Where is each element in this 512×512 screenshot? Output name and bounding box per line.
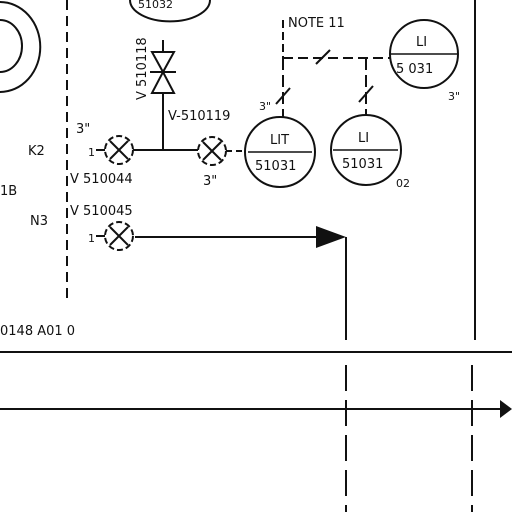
instrument-li-a-top: LI [358, 131, 369, 146]
instrument-li-b-top: LI [416, 35, 427, 50]
line-label-k2: K2 [28, 144, 45, 159]
partial-instrument-top [129, 0, 211, 23]
instrument-li-b [389, 19, 459, 89]
signal-tick-1 [275, 87, 291, 105]
valve-label-v510118: V 510118 [135, 37, 150, 100]
line-num-b: 1 [88, 232, 95, 245]
line-num-a: 1 [88, 146, 95, 159]
line-label-1b: 1B [0, 184, 17, 199]
instrument-lit [244, 116, 316, 188]
valve-v510044 [104, 135, 134, 165]
signal-tick-3 [315, 49, 331, 65]
instrument-li-a [330, 114, 402, 186]
line-label-n3: N3 [30, 214, 48, 229]
signal-tick-2 [358, 85, 374, 103]
size-label-a: 3" [76, 122, 90, 137]
arrow-right-bottom [500, 400, 512, 418]
size-label-b: 3" [203, 174, 217, 189]
valve-label-v510044: V 510044 [70, 172, 133, 187]
instrument-tag-top: 51032 [138, 0, 173, 11]
arrow-right-n3 [316, 226, 346, 248]
instrument-lit-bottom: 51031 [255, 159, 296, 174]
instrument-lit-top: LIT [270, 133, 289, 148]
valve-label-v510045: V 510045 [70, 204, 133, 219]
partial-instrument-left-inner [0, 19, 23, 73]
valve-v510118 [150, 51, 176, 94]
instrument-li-a-bottom: 51031 [342, 157, 383, 172]
instrument-li-b-bottom: 5 031 [396, 62, 433, 77]
valve-v510045 [104, 221, 134, 251]
note-label: NOTE 11 [288, 16, 345, 31]
drawing-reference: 0148 A01 0 [0, 324, 75, 339]
valve-v510119 [197, 136, 227, 166]
size-label-c: 3" [259, 100, 271, 113]
suffix-02: 02 [396, 177, 410, 190]
size-label-d: 3" [448, 90, 460, 103]
valve-label-v510119: V-510119 [168, 109, 230, 124]
partial-instrument-left-outer [0, 1, 42, 93]
